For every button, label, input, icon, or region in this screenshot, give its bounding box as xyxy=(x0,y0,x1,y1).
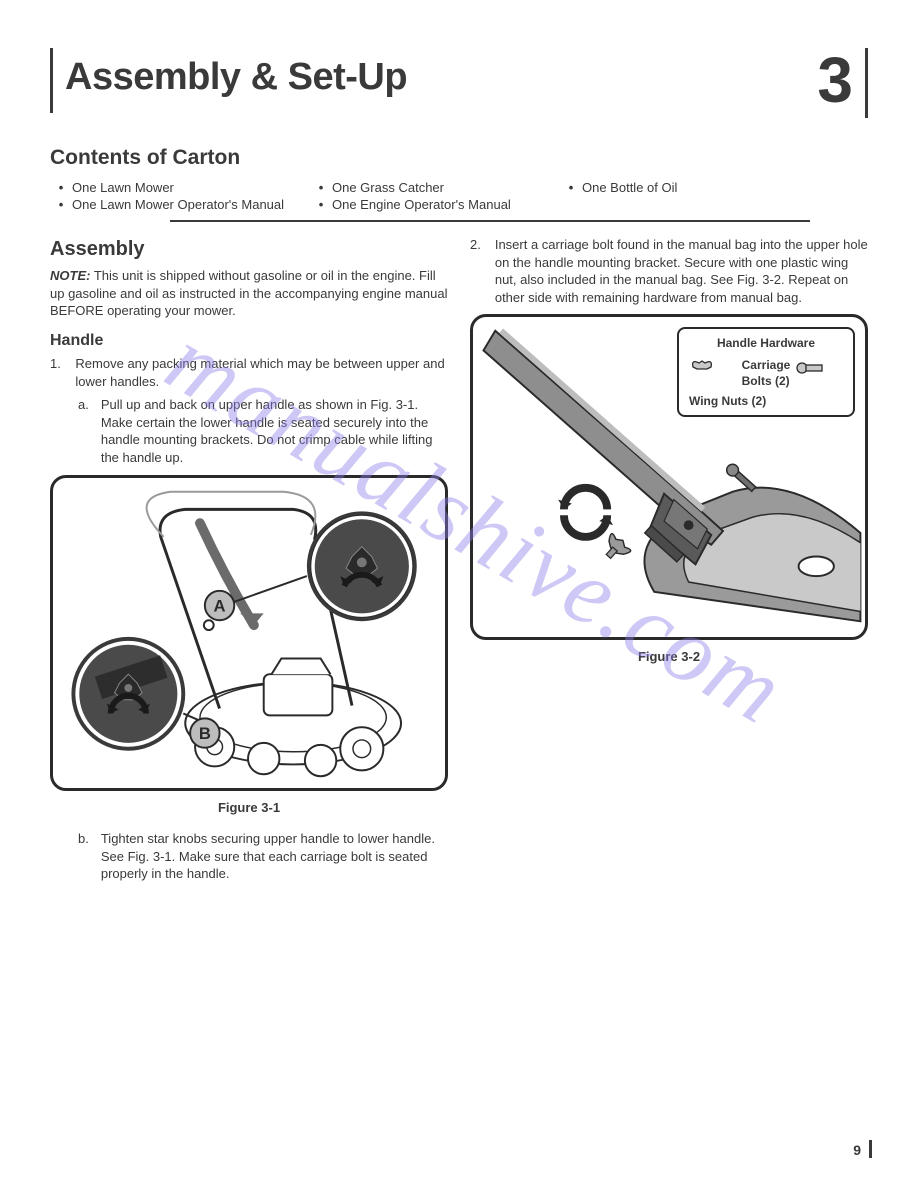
page-title: Assembly & Set-Up xyxy=(65,56,407,99)
bolt-icon xyxy=(796,359,843,387)
substep-letter: b. xyxy=(78,830,89,883)
step-1a: a. Pull up and back on upper handle as s… xyxy=(78,396,448,466)
handle-heading: Handle xyxy=(50,330,448,352)
left-column: Assembly NOTE: This unit is shipped with… xyxy=(50,236,448,891)
wing-nut-icon xyxy=(689,353,736,392)
hardware-row-bolts: Carriage Bolts (2) xyxy=(689,353,843,392)
step-1b: b. Tighten star knobs securing upper han… xyxy=(78,830,448,883)
two-column-layout: Assembly NOTE: This unit is shipped with… xyxy=(50,236,868,891)
handle-hardware-box: Handle Hardware Carriage Bolts (2) Wing … xyxy=(677,327,855,417)
step-2: 2. Insert a carriage bolt found in the m… xyxy=(470,236,868,306)
figure-3-2: Handle Hardware Carriage Bolts (2) Wing … xyxy=(470,314,868,640)
list-item: One Bottle of Oil xyxy=(560,180,868,195)
page-number: 9 xyxy=(853,1140,872,1158)
hardware-bolts-label: Carriage Bolts (2) xyxy=(742,357,791,389)
svg-text:A: A xyxy=(214,596,226,615)
figure-3-1-caption: Figure 3-1 xyxy=(50,799,448,817)
chapter-rule-right: 3 xyxy=(817,48,868,118)
step-1: 1. Remove any packing material which may… xyxy=(50,355,448,390)
substep-text: Pull up and back on upper handle as show… xyxy=(101,396,448,466)
svg-text:B: B xyxy=(199,723,211,742)
substep-text: Tighten star knobs securing upper handle… xyxy=(101,830,448,883)
list-item: One Engine Operator's Manual xyxy=(310,197,560,212)
contents-list: One Lawn Mower One Grass Catcher One Bot… xyxy=(50,180,868,212)
substep-letter: a. xyxy=(78,396,89,466)
note-label: NOTE: xyxy=(50,268,90,283)
step-text: Insert a carriage bolt found in the manu… xyxy=(495,236,868,306)
title-rule-left: Assembly & Set-Up xyxy=(50,48,407,113)
chapter-number: 3 xyxy=(817,48,853,112)
assembly-heading: Assembly xyxy=(50,236,448,263)
note-text: This unit is shipped without gasoline or… xyxy=(50,268,447,318)
hardware-title: Handle Hardware xyxy=(689,335,843,351)
step-number: 1. xyxy=(50,355,61,390)
right-column: 2. Insert a carriage bolt found in the m… xyxy=(470,236,868,891)
figure-3-1-illustration: A xyxy=(53,478,445,788)
contents-heading: Contents of Carton xyxy=(50,146,868,170)
assembly-note: NOTE: This unit is shipped without gasol… xyxy=(50,267,448,320)
list-item: One Grass Catcher xyxy=(310,180,560,195)
list-item: One Lawn Mower xyxy=(50,180,310,195)
list-item: One Lawn Mower Operator's Manual xyxy=(50,197,310,212)
section-divider xyxy=(170,220,810,222)
figure-3-2-caption: Figure 3-2 xyxy=(470,648,868,666)
step-text: Remove any packing material which may be… xyxy=(75,355,448,390)
hardware-nuts-label: Wing Nuts (2) xyxy=(689,393,766,409)
step-number: 2. xyxy=(470,236,481,306)
hardware-row-nuts: Wing Nuts (2) xyxy=(689,393,843,409)
figure-3-1: A xyxy=(50,475,448,791)
page-header: Assembly & Set-Up 3 xyxy=(50,48,868,118)
